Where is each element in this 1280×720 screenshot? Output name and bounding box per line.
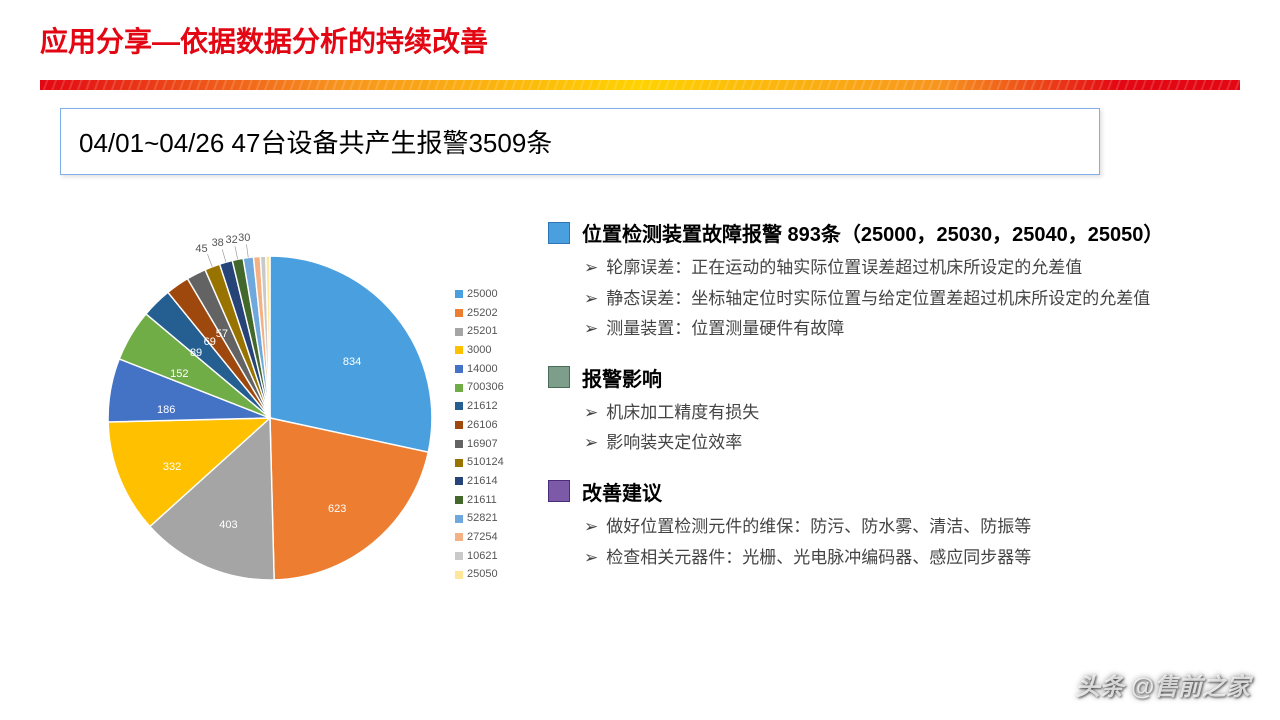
section-bullets: 做好位置检测元件的维保：防污、防水雾、清洁、防振等检查相关元器件：光栅、光电脉冲… <box>584 512 1280 573</box>
legend-item: 16907 <box>455 435 504 454</box>
legend-item: 21611 <box>455 491 504 510</box>
section-title: 报警影响 <box>582 363 662 392</box>
section-header: 位置检测装置故障报警 893条（25000，25030，25040，25050） <box>548 218 1280 247</box>
legend-item: 14000 <box>455 360 504 379</box>
section-color-icon <box>548 222 570 244</box>
legend-item: 25050 <box>455 565 504 584</box>
section-title: 改善建议 <box>582 477 662 506</box>
legend-item: 10621 <box>455 547 504 566</box>
summary-box: 04/01~04/26 47台设备共产生报警3509条 <box>60 108 1100 175</box>
bullet-item: 静态误差：坐标轴定位时实际位置与给定位置差超过机床所设定的允差值 <box>584 284 1280 315</box>
legend-item: 700306 <box>455 378 504 397</box>
legend-item: 21614 <box>455 472 504 491</box>
section-header: 改善建议 <box>548 477 1280 506</box>
bullet-item: 影响装夹定位效率 <box>584 428 1280 459</box>
section-title: 位置检测装置故障报警 893条（25000，25030，25040，25050） <box>582 218 1163 247</box>
bullet-item: 测量装置：位置测量硬件有故障 <box>584 314 1280 345</box>
analysis-sections: 位置检测装置故障报警 893条（25000，25030，25040，25050）… <box>548 218 1280 573</box>
section-color-icon <box>548 366 570 388</box>
bullet-item: 检查相关元器件：光栅、光电脉冲编码器、感应同步器等 <box>584 543 1280 574</box>
legend-item: 25201 <box>455 322 504 341</box>
bullet-item: 做好位置检测元件的维保：防污、防水雾、清洁、防振等 <box>584 512 1280 543</box>
chart-legend: 2500025202252013000140007003062161226106… <box>455 285 504 584</box>
legend-item: 510124 <box>455 453 504 472</box>
section-header: 报警影响 <box>548 363 1280 392</box>
bullet-item: 机床加工精度有损失 <box>584 398 1280 429</box>
section-color-icon <box>548 480 570 502</box>
section-bullets: 轮廓误差：正在运动的轴实际位置误差超过机床所设定的允差值静态误差：坐标轴定位时实… <box>584 253 1280 345</box>
legend-item: 26106 <box>455 416 504 435</box>
legend-item: 52821 <box>455 509 504 528</box>
watermark: 头条 @售前之家 <box>1076 667 1250 702</box>
legend-item: 27254 <box>455 528 504 547</box>
legend-item: 25000 <box>455 285 504 304</box>
pie-chart: 83462340333218615289695745383230 <box>70 218 470 618</box>
legend-item: 21612 <box>455 397 504 416</box>
bullet-item: 轮廓误差：正在运动的轴实际位置误差超过机床所设定的允差值 <box>584 253 1280 284</box>
legend-item: 25202 <box>455 304 504 323</box>
legend-item: 3000 <box>455 341 504 360</box>
section-bullets: 机床加工精度有损失影响装夹定位效率 <box>584 398 1280 459</box>
slide-title: 应用分享—依据数据分析的持续改善 <box>40 20 488 60</box>
title-ribbon <box>40 80 1240 90</box>
